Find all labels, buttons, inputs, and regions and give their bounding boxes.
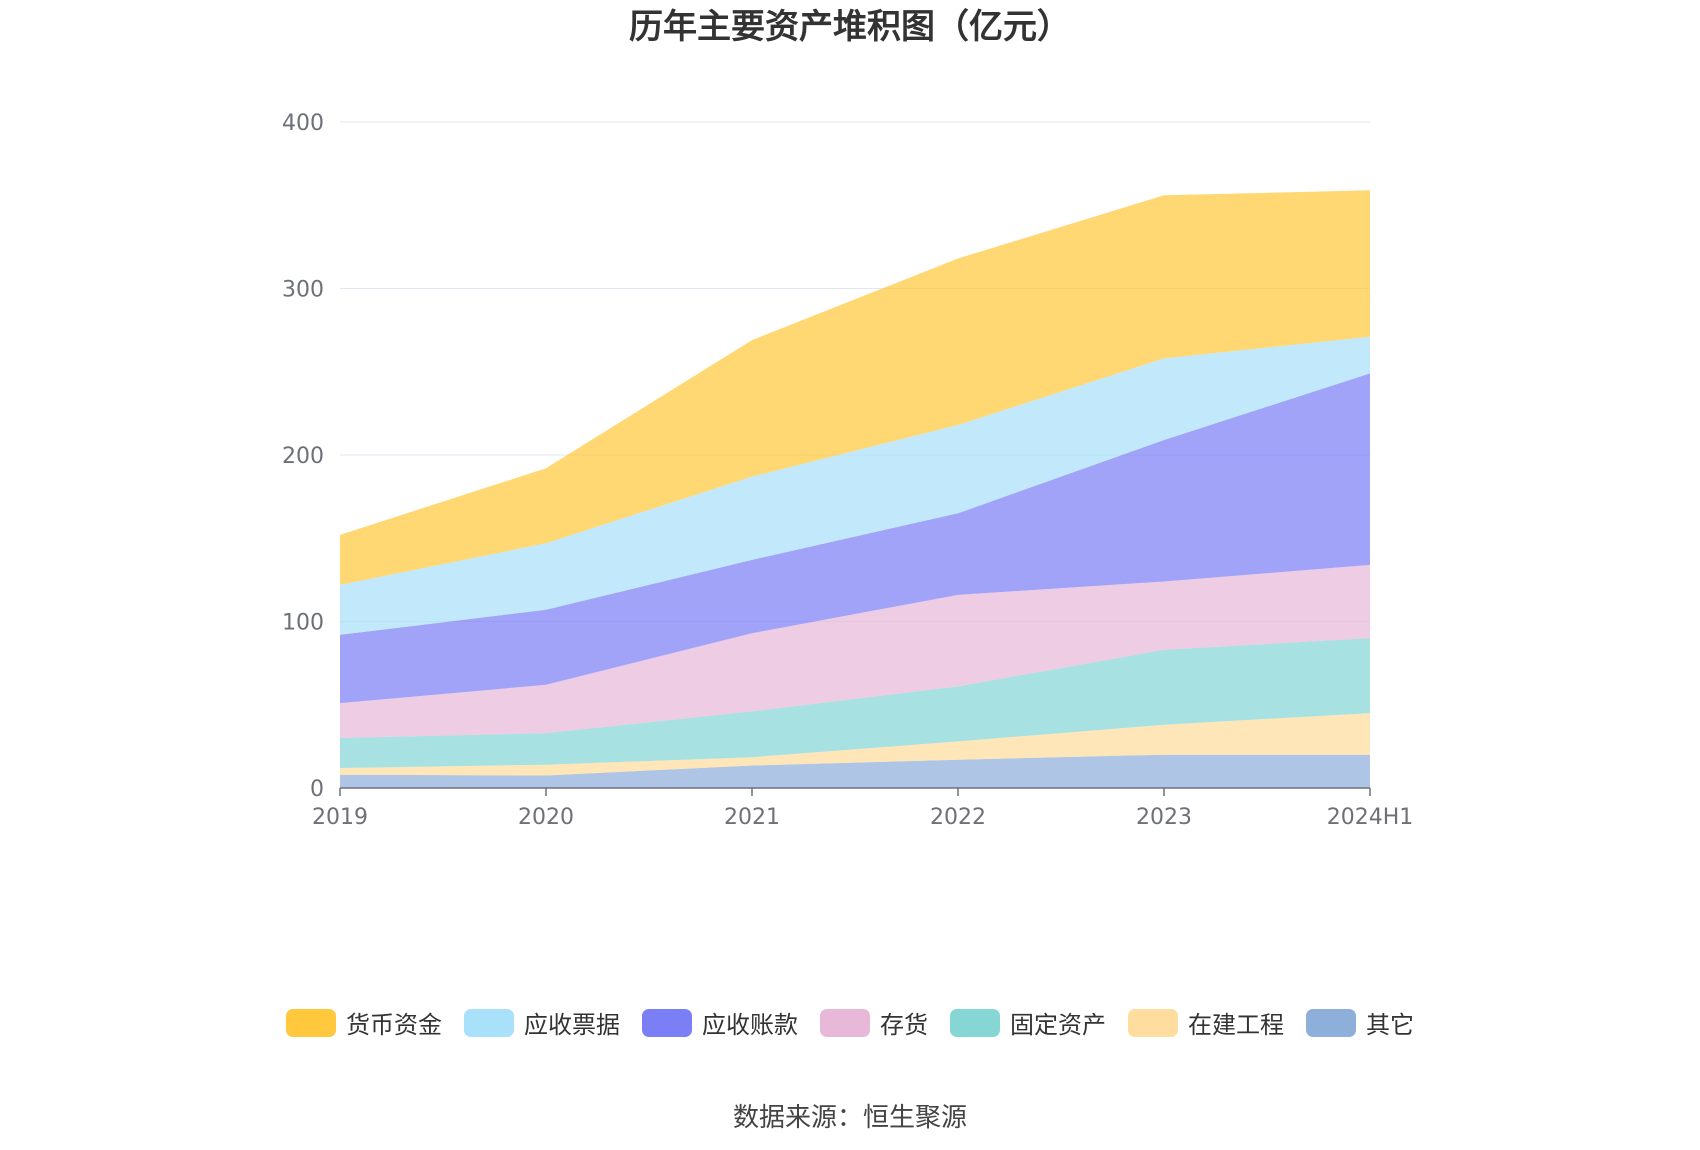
legend-swatch	[1128, 1008, 1178, 1037]
area-series-货币资金[interactable]	[340, 190, 1370, 585]
legend-label: 存货	[880, 1011, 928, 1039]
area-series	[340, 190, 1370, 788]
area-series-应收账款[interactable]	[340, 373, 1370, 704]
source-note: 数据来源：恒生聚源	[732, 1103, 967, 1133]
x-tick-label: 2020	[518, 805, 574, 830]
legend-label: 其它	[1366, 1011, 1414, 1039]
legend-item[interactable]: 应收票据	[464, 1005, 620, 1040]
chart-title: 历年主要资产堆积图（亿元）	[629, 7, 1071, 47]
legend-item[interactable]: 在建工程	[1128, 1005, 1284, 1040]
y-tick-label: 0	[310, 777, 324, 802]
area-series-应收票据[interactable]	[340, 336, 1370, 635]
x-tick-label: 2023	[1136, 805, 1192, 830]
tick-labels: 0 100 200 300 400 2019 2020 2021 2022 2023 2024H1	[282, 111, 1413, 830]
x-tick-label: 2024H1	[1327, 805, 1414, 830]
legend-item[interactable]: 存货	[820, 1005, 928, 1040]
legend-label: 在建工程	[1188, 1011, 1284, 1039]
legend-item[interactable]: 应收账款	[642, 1005, 798, 1040]
legend-item[interactable]: 其它	[1306, 1005, 1414, 1040]
legend-swatch	[1306, 1008, 1356, 1037]
y-tick-label: 300	[282, 278, 324, 303]
legend-item[interactable]: 货币资金	[286, 1005, 442, 1040]
legend-label: 应收票据	[524, 1011, 620, 1039]
legend-label: 固定资产	[1010, 1011, 1106, 1039]
y-tick-label: 200	[282, 444, 324, 469]
x-tick-label: 2022	[930, 805, 986, 830]
x-tick-label: 2021	[724, 805, 780, 830]
area-series-其它[interactable]	[340, 754, 1370, 788]
area-series-在建工程[interactable]	[340, 713, 1370, 776]
y-tick-label: 100	[282, 611, 324, 636]
legend-item[interactable]: 固定资产	[950, 1005, 1106, 1040]
legend-swatch	[820, 1008, 870, 1037]
x-tick-label: 2019	[312, 805, 368, 830]
legend-swatch	[950, 1008, 1000, 1037]
y-tick-label: 400	[282, 111, 324, 136]
area-series-存货[interactable]	[340, 564, 1370, 738]
axes	[339, 787, 1371, 796]
legend-swatch	[286, 1008, 336, 1037]
area-series-固定资产[interactable]	[340, 638, 1370, 768]
legend-label: 应收账款	[702, 1011, 798, 1039]
legend-label: 货币资金	[346, 1011, 442, 1039]
legend: 货币资金 应收票据 应收账款 存货 固定资产 在建工程 其它	[0, 1005, 1700, 1040]
legend-swatch	[464, 1008, 514, 1037]
legend-swatch	[642, 1008, 692, 1037]
